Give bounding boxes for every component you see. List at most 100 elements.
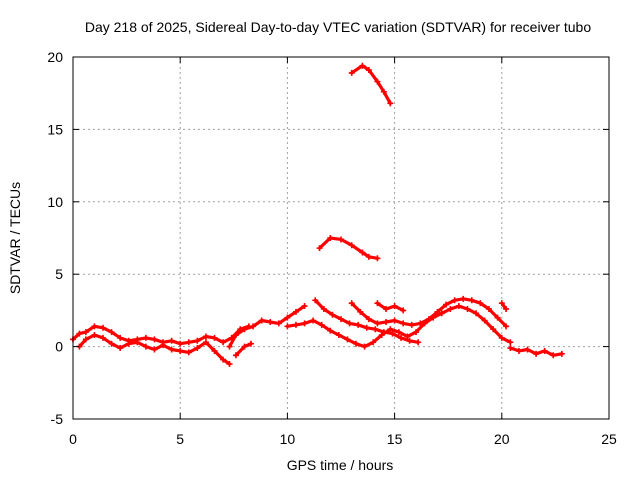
data-point: [374, 320, 381, 327]
data-point: [485, 305, 492, 312]
data-point: [108, 340, 115, 347]
data-point: [365, 316, 372, 323]
data-point: [267, 318, 274, 325]
data-point: [451, 297, 458, 304]
data-point: [380, 88, 387, 95]
data-point: [142, 343, 149, 350]
data-point: [490, 326, 497, 333]
data-point: [100, 324, 107, 331]
data-point: [301, 303, 308, 310]
data-point: [284, 314, 291, 321]
series-arc-f: [312, 297, 422, 346]
data-point: [241, 326, 248, 333]
series-arc-b: [76, 332, 233, 367]
data-point: [507, 345, 514, 352]
y-axis-label: SDTVAR / TECUs: [7, 182, 23, 294]
data-point: [374, 78, 381, 85]
y-tick-label: 10: [47, 194, 63, 210]
y-tick-label: -5: [51, 411, 64, 427]
data-point: [370, 339, 377, 346]
data-point: [125, 340, 132, 347]
data-point: [338, 236, 344, 243]
data-point: [346, 320, 353, 327]
series-arc-e: [284, 303, 514, 350]
data-point: [91, 323, 98, 330]
data-point: [185, 339, 192, 346]
x-tick-label: 25: [601, 431, 617, 447]
data-point: [374, 300, 381, 307]
data-point: [142, 334, 149, 341]
data-point: [406, 337, 413, 344]
data-point: [338, 316, 344, 323]
y-tick-label: 15: [47, 121, 63, 137]
data-point: [91, 332, 98, 339]
ticks-layer: 0 5 10 15 20 25 -5 0 5 10 15 20: [47, 49, 617, 447]
data-point: [550, 352, 557, 359]
data-point: [316, 245, 323, 252]
data-point: [541, 347, 548, 354]
data-point: [76, 330, 83, 337]
data-point: [108, 329, 115, 336]
series-layer: [70, 62, 565, 367]
data-point: [320, 305, 327, 312]
data-point: [185, 349, 192, 356]
y-tick-label: 0: [55, 339, 63, 355]
data-point: [468, 297, 475, 304]
data-point: [211, 347, 218, 354]
data-point: [232, 332, 239, 339]
data-point: [310, 317, 317, 324]
data-point: [398, 334, 405, 341]
data-point: [335, 332, 342, 339]
data-point: [292, 308, 299, 315]
series-trace: [350, 64, 392, 105]
data-point: [365, 67, 372, 74]
data-point: [438, 310, 445, 317]
plot-frame: [72, 56, 610, 420]
data-point: [359, 62, 366, 69]
data-point: [460, 295, 467, 302]
x-axis-label: GPS time / hours: [287, 457, 394, 473]
data-point: [202, 339, 209, 346]
data-point: [151, 336, 158, 343]
data-point: [400, 307, 407, 314]
data-point: [100, 334, 107, 341]
data-point: [434, 308, 441, 315]
data-point: [380, 329, 387, 336]
data-point: [464, 305, 471, 312]
data-point: [168, 346, 175, 353]
data-point: [533, 350, 540, 357]
data-point: [232, 352, 239, 359]
x-tick-label: 10: [280, 431, 296, 447]
data-point: [226, 360, 233, 367]
data-point: [177, 347, 184, 354]
data-point: [363, 324, 370, 331]
data-point: [558, 350, 565, 357]
data-point: [177, 340, 184, 347]
data-point: [292, 321, 299, 328]
x-tick-label: 0: [69, 431, 77, 447]
chart-title: Day 218 of 2025, Sidereal Day-to-day VTE…: [85, 19, 592, 35]
data-point: [361, 343, 368, 350]
data-point: [498, 334, 505, 341]
data-point: [327, 327, 334, 334]
data-point: [355, 321, 362, 328]
series-trace: [227, 304, 307, 349]
data-point: [194, 337, 201, 344]
data-point: [389, 330, 396, 337]
data-point: [258, 317, 265, 324]
data-point: [425, 316, 432, 323]
data-point: [151, 346, 158, 353]
data-point: [134, 339, 141, 346]
data-point: [312, 297, 319, 304]
data-point: [415, 339, 422, 346]
data-point: [117, 345, 124, 352]
series-trace: [375, 301, 405, 312]
data-point: [348, 300, 355, 307]
series-arc-h: [374, 300, 407, 314]
data-point: [359, 249, 366, 256]
grid-layer: [73, 57, 609, 419]
data-point: [387, 100, 394, 107]
data-point: [383, 318, 390, 325]
y-tick-label: 5: [55, 266, 63, 282]
